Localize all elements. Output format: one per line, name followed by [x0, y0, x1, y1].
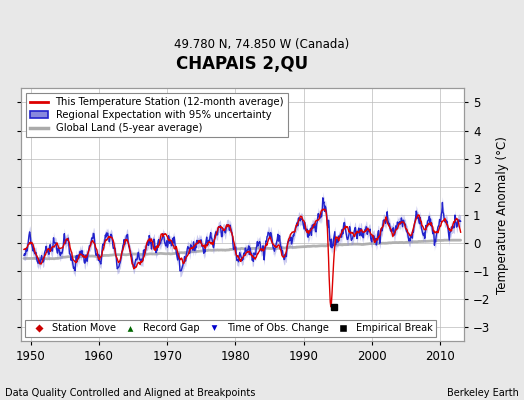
Text: Berkeley Earth: Berkeley Earth — [447, 388, 519, 398]
Title: CHAPAIS 2,QU: CHAPAIS 2,QU — [176, 55, 308, 73]
Text: Data Quality Controlled and Aligned at Breakpoints: Data Quality Controlled and Aligned at B… — [5, 388, 256, 398]
Text: 49.780 N, 74.850 W (Canada): 49.780 N, 74.850 W (Canada) — [174, 38, 350, 51]
Legend: Station Move, Record Gap, Time of Obs. Change, Empirical Break: Station Move, Record Gap, Time of Obs. C… — [25, 320, 436, 337]
Y-axis label: Temperature Anomaly (°C): Temperature Anomaly (°C) — [496, 136, 509, 294]
